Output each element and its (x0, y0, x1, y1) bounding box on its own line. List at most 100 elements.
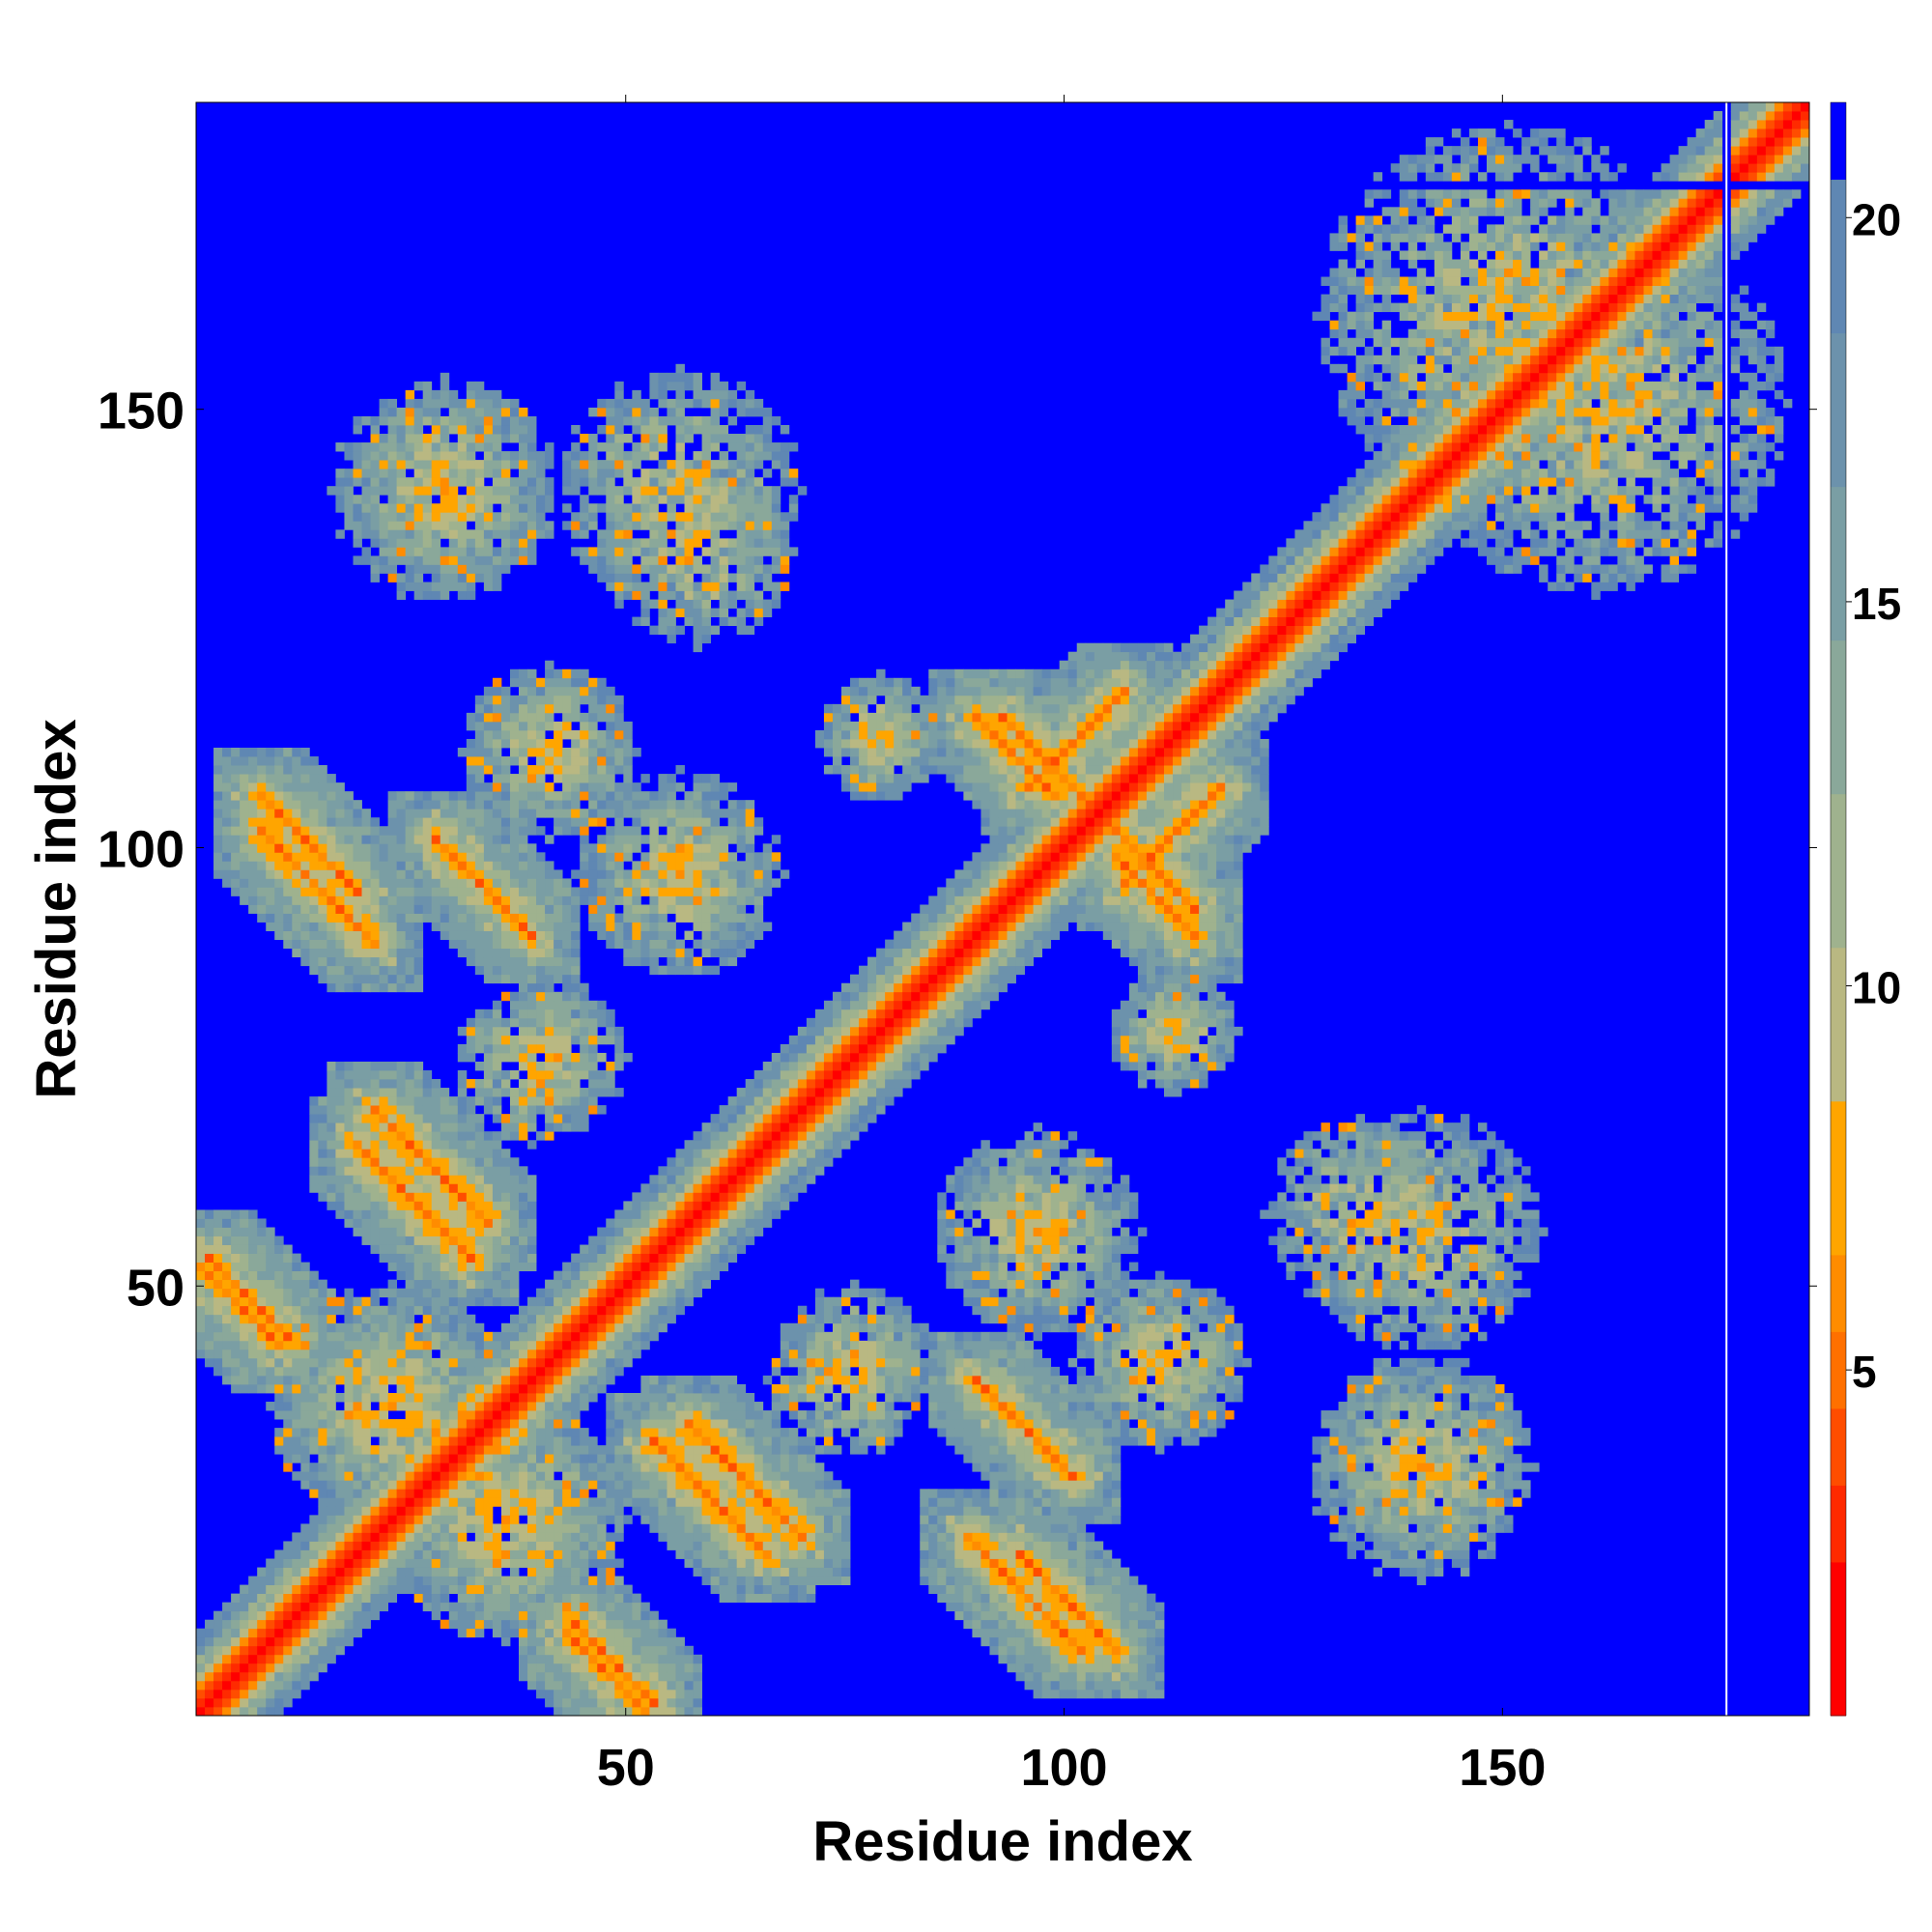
heatmap-cell (327, 1636, 336, 1647)
heatmap-cell (300, 1262, 310, 1272)
heatmap-cell (335, 895, 345, 905)
heatmap-cell (405, 904, 415, 914)
heatmap-cell (527, 1201, 537, 1210)
heatmap-cell (266, 1697, 275, 1708)
heatmap-cell (509, 415, 520, 426)
heatmap-cell (500, 1026, 511, 1037)
heatmap-cell (606, 878, 615, 888)
heatmap-cell (562, 895, 572, 905)
heatmap-cell (405, 1201, 415, 1210)
heatmap-cell (466, 1357, 476, 1368)
heatmap-cell (606, 1035, 615, 1045)
heatmap-cell (562, 1419, 572, 1429)
heatmap-cell (231, 1383, 241, 1394)
heatmap-cell (222, 1270, 232, 1281)
heatmap-cell (353, 1096, 362, 1106)
heatmap-cell (370, 1445, 380, 1455)
heatmap-cell (213, 1331, 223, 1342)
heatmap-cell (667, 1419, 676, 1429)
heatmap-cell (448, 1244, 459, 1254)
heatmap-cell (562, 1383, 572, 1394)
heatmap-cell (519, 1480, 528, 1490)
heatmap-cell (588, 1593, 598, 1604)
heatmap-cell (248, 1253, 258, 1263)
heatmap-cell (309, 1383, 319, 1394)
heatmap-cell (571, 1671, 581, 1682)
heatmap-cell (606, 1288, 615, 1298)
heatmap-cell (606, 1689, 615, 1699)
heatmap-cell (588, 1471, 598, 1481)
heatmap-cell (632, 809, 641, 818)
heatmap-cell (448, 1131, 459, 1141)
heatmap-cell (318, 826, 327, 836)
heatmap-cell (519, 913, 528, 923)
heatmap-cell (405, 521, 415, 530)
heatmap-cell (422, 512, 433, 522)
heatmap-cell (240, 1218, 249, 1228)
heatmap-cell (580, 1402, 589, 1411)
heatmap-cell (431, 1515, 441, 1524)
heatmap-cell (274, 791, 284, 801)
heatmap-cell (474, 756, 485, 766)
heatmap-cell (283, 930, 293, 940)
heatmap-cell (431, 1383, 441, 1394)
heatmap-cell (213, 852, 223, 862)
heatmap-cell (492, 843, 502, 853)
heatmap-cell (640, 521, 650, 530)
heatmap-cell (370, 1340, 380, 1350)
heatmap-cell (213, 1662, 223, 1673)
heatmap-cell (483, 913, 494, 923)
heatmap-cell (274, 1645, 284, 1656)
heatmap-cell (562, 1340, 572, 1350)
heatmap-cell (519, 1052, 528, 1063)
heatmap-cell (545, 1052, 554, 1063)
heatmap-cell (632, 1628, 641, 1638)
heatmap-cell (205, 1619, 214, 1630)
heatmap-cell (240, 1671, 249, 1682)
heatmap-cell (370, 1105, 380, 1115)
heatmap-cell (387, 1192, 398, 1202)
heatmap-cell (658, 1506, 668, 1516)
heatmap-cell (274, 1697, 284, 1708)
heatmap-cell (396, 1296, 407, 1307)
heatmap-cell (266, 800, 275, 810)
heatmap-cell (571, 1383, 581, 1394)
heatmap-cell (580, 835, 589, 844)
heatmap-cell (580, 1532, 589, 1542)
heatmap-cell (318, 974, 327, 984)
heatmap-cell (554, 1645, 563, 1656)
heatmap-cell (387, 1532, 398, 1542)
heatmap-cell (623, 1602, 633, 1612)
heatmap-cell (413, 1296, 424, 1307)
heatmap-cell (335, 1340, 345, 1350)
heatmap-cell (658, 1296, 668, 1307)
heatmap-cell (606, 861, 615, 870)
heatmap-cell (240, 1662, 249, 1673)
heatmap-cell (492, 415, 502, 426)
heatmap-cell (327, 895, 336, 905)
heatmap-cell (483, 843, 494, 853)
heatmap-cell (396, 573, 407, 582)
heatmap-cell (536, 1602, 546, 1612)
heatmap-cell (509, 1122, 520, 1132)
heatmap-cell (361, 1314, 371, 1324)
heatmap-cell (580, 791, 589, 801)
heatmap-cell (466, 1314, 476, 1324)
heatmap-cell (554, 939, 563, 950)
heatmap-cell (405, 895, 415, 905)
heatmap-cell (483, 748, 494, 757)
heatmap-cell (274, 904, 284, 914)
heatmap-cell (248, 1680, 258, 1690)
heatmap-cell (257, 1662, 267, 1673)
heatmap-cell (344, 1375, 354, 1385)
heatmap-cell (474, 1088, 485, 1097)
heatmap-cell (606, 774, 615, 783)
heatmap-cell (597, 1227, 607, 1236)
heatmap-cell (562, 477, 572, 487)
heatmap-cell (519, 991, 528, 1002)
heatmap-cell (344, 1393, 354, 1403)
heatmap-cell (536, 729, 546, 740)
heatmap-cell (623, 1393, 633, 1403)
heatmap-cell (344, 930, 354, 940)
heatmap-cell (379, 1157, 388, 1167)
